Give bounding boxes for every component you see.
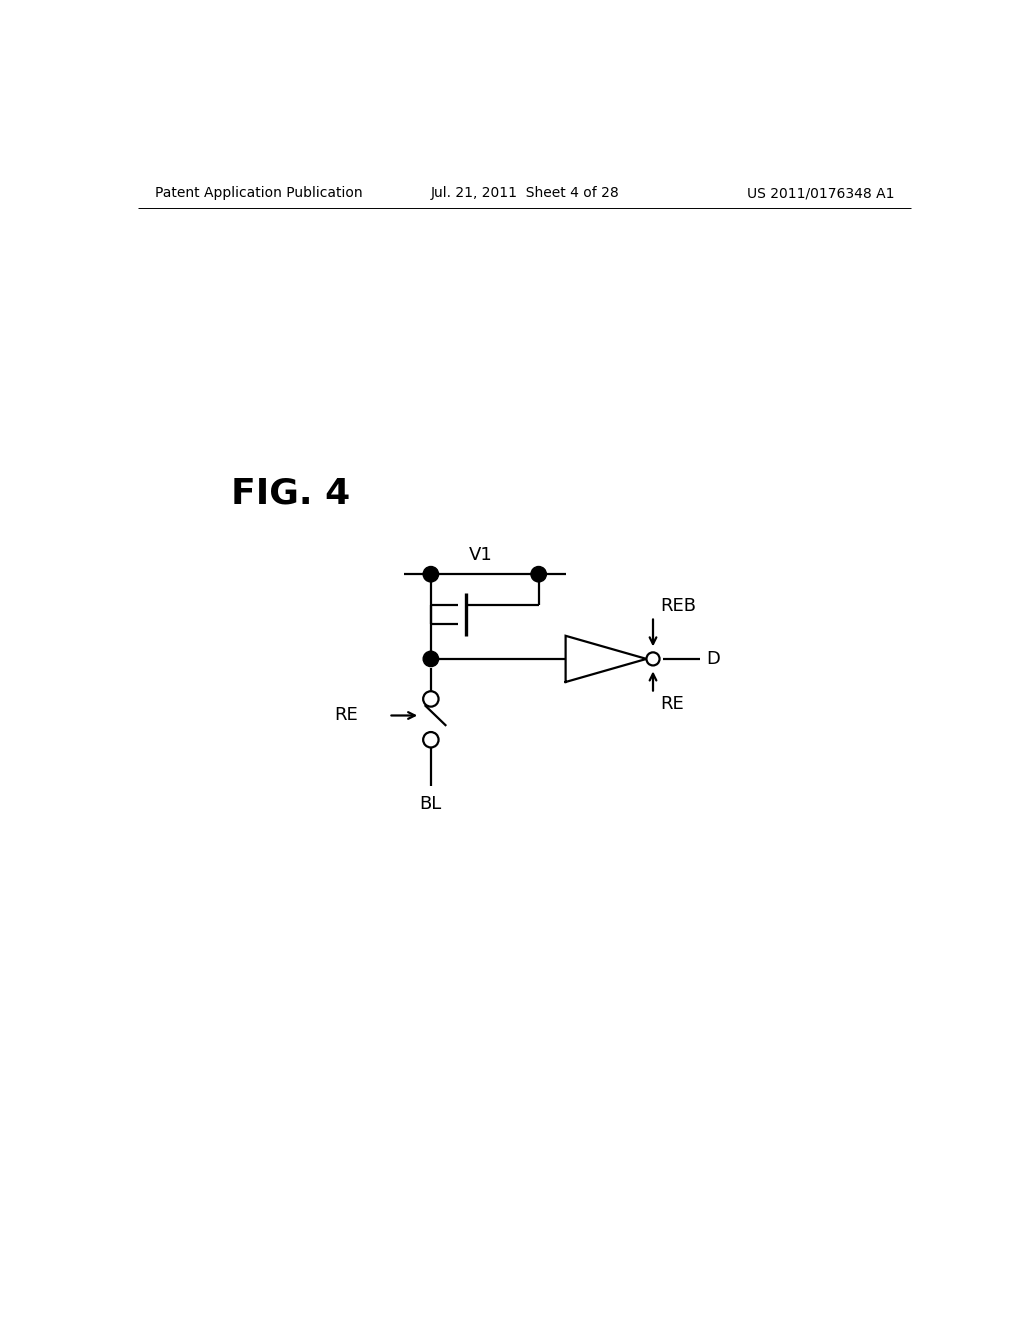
Circle shape xyxy=(423,651,438,667)
Text: REB: REB xyxy=(660,597,696,615)
Text: RE: RE xyxy=(334,706,357,725)
Text: FIG. 4: FIG. 4 xyxy=(230,477,350,511)
Circle shape xyxy=(423,733,438,747)
Text: RE: RE xyxy=(660,696,684,713)
Text: US 2011/0176348 A1: US 2011/0176348 A1 xyxy=(746,186,894,201)
Text: Jul. 21, 2011  Sheet 4 of 28: Jul. 21, 2011 Sheet 4 of 28 xyxy=(430,186,620,201)
Text: Patent Application Publication: Patent Application Publication xyxy=(156,186,362,201)
Text: V1: V1 xyxy=(469,546,493,564)
Text: D: D xyxy=(707,649,721,668)
Text: BL: BL xyxy=(420,795,442,813)
Circle shape xyxy=(531,566,547,582)
Circle shape xyxy=(423,692,438,706)
Circle shape xyxy=(646,652,659,665)
Circle shape xyxy=(423,566,438,582)
